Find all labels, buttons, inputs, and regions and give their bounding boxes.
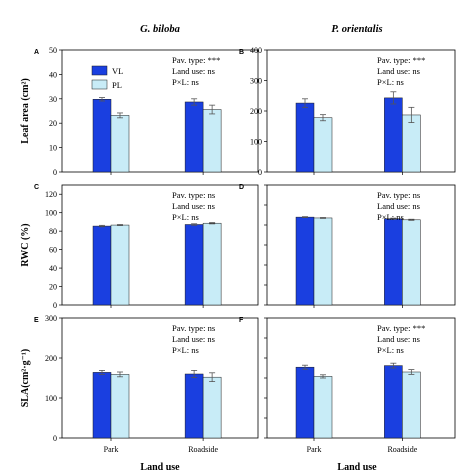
panel-c-ylabel: RWC (%) [20,223,31,266]
panel-e-bar-vl [92,372,112,439]
panel-d-annotation: Pav. type: ns [377,190,420,200]
panel-a-bar-pl [110,115,130,173]
panel-f-xtick-label: Park [307,445,322,454]
panel-c-bar-vl [92,225,112,306]
panel-f-xtick-label: Roadside [387,445,417,454]
panel-c-annotation: Pav. type: ns [172,190,215,200]
panel-d-bar-vl [295,216,315,306]
panel-a-ytick-label: 50 [49,46,57,55]
panel-d-letter: D [239,184,244,191]
panel-a-ytick-label: 20 [49,119,57,128]
column-title-left: G. biloba [140,24,180,35]
panel-f-bar-pl [313,376,333,439]
panel-f-annotation: Land use: ns [377,334,420,344]
panel-d-annotation: P×L: ns [377,212,404,222]
panel-c-frame [61,184,259,306]
panel-a-ytick-label: 40 [49,70,57,79]
panel-f-annotation: P×L: ns [377,345,404,355]
panel-b-bar-vl [384,97,403,173]
panel-a-annotation: P×L: ns [172,77,199,87]
panel-c-bar-pl [110,224,130,306]
panel-b-frame [266,49,456,173]
panel-b-letter: B [239,49,244,56]
panel-a-annotation: Land use: ns [172,66,215,76]
panel-b-annotation: Land use: ns [377,66,420,76]
panel-a-bar-vl [184,101,204,173]
panel-e-ytick-label: 100 [45,394,57,403]
panel-c-bar-vl [184,224,204,306]
panel-c-bar-pl [202,222,222,306]
panel-c-letter: C [34,184,39,191]
panel-e-ylabel: SLA(cm²·g⁻¹) [20,349,31,408]
panel-a-frame [61,49,259,173]
column-title-right: P. orientalis [331,24,382,35]
panel-b-ytick-label: 0 [258,168,262,177]
panel-e-bar-pl [110,374,130,439]
panel-f-letter: F [239,317,244,324]
panel-a-ytick-label: 30 [49,95,57,104]
panel-e-frame [61,317,259,439]
panel-c-ytick-label: 100 [45,209,57,218]
panel-c-ytick-label: 40 [49,264,57,273]
legend-swatch-pl [91,79,108,90]
panel-c-ytick-label: 60 [49,246,57,255]
panel-f-bar-pl [402,371,421,439]
panel-e-xtick-label: Park [104,445,119,454]
panel-e-letter: E [34,317,39,324]
panel-e-bar-vl [184,373,204,439]
legend-swatch-vl [91,65,108,76]
panel-e-annotation: Pav. type: ns [172,323,215,333]
panel-a-annotation: Pav. type: *** [172,55,220,65]
legend-label-vl: VL [112,66,123,76]
panel-d-bar-pl [313,217,333,306]
panel-e-xtick-label: Roadside [188,445,218,454]
panel-a-letter: A [34,49,39,56]
panel-d-annotation: Land use: ns [377,201,420,211]
x-axis-label-right: Land use [337,462,377,473]
panel-b-annotation: Pav. type: *** [377,55,425,65]
panel-e-ytick-label: 200 [45,354,57,363]
panel-d-frame [266,184,456,306]
panel-c-ytick-label: 20 [49,283,57,292]
panel-c-annotation: Land use: ns [172,201,215,211]
panel-b-ytick-label: 100 [250,138,262,147]
panel-b-ytick-label: 400 [250,46,262,55]
panel-e-annotation: Land use: ns [172,334,215,344]
panel-b-annotation: P×L: ns [377,77,404,87]
panel-a-bar-pl [202,109,222,173]
panel-f-annotation: Pav. type: *** [377,323,425,333]
panel-e-annotation: P×L: ns [172,345,199,355]
panel-b-bar-pl [402,114,421,173]
panel-e-ytick-label: 300 [45,314,57,323]
panel-a-ytick-label: 0 [53,168,57,177]
panel-d-bar-pl [402,219,421,306]
panel-b-ytick-label: 200 [250,107,262,116]
panel-c-ytick-label: 120 [45,190,57,199]
panel-e-bar-pl [202,376,222,439]
panel-a-ytick-label: 10 [49,144,57,153]
panel-f-frame [266,317,456,439]
panel-f-bar-vl [295,366,315,439]
panel-b-bar-pl [313,117,333,173]
panel-c-ytick-label: 80 [49,227,57,236]
panel-e-ytick-label: 0 [53,434,57,443]
chart-panels: A 0 10 20 30 40 50 Leaf area (cm²) Pav. type: **… [20,46,456,454]
panel-f-bar-vl [384,365,403,439]
panel-b-bar-vl [295,102,315,173]
panel-a-bar-vl [92,99,112,173]
panel-b-ytick-label: 300 [250,77,262,86]
legend-label-pl: PL [112,80,122,90]
panel-c-ytick-label: 0 [53,301,57,310]
panel-d-bar-vl [384,218,403,306]
panel-c-annotation: P×L: ns [172,212,199,222]
panel-a-ylabel: Leaf area (cm²) [20,78,31,144]
x-axis-label-left: Land use [140,462,180,473]
